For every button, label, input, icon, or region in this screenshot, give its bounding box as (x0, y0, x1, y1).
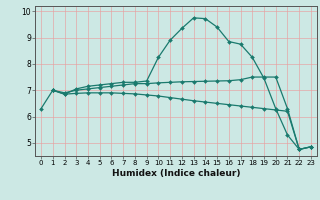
X-axis label: Humidex (Indice chaleur): Humidex (Indice chaleur) (112, 169, 240, 178)
